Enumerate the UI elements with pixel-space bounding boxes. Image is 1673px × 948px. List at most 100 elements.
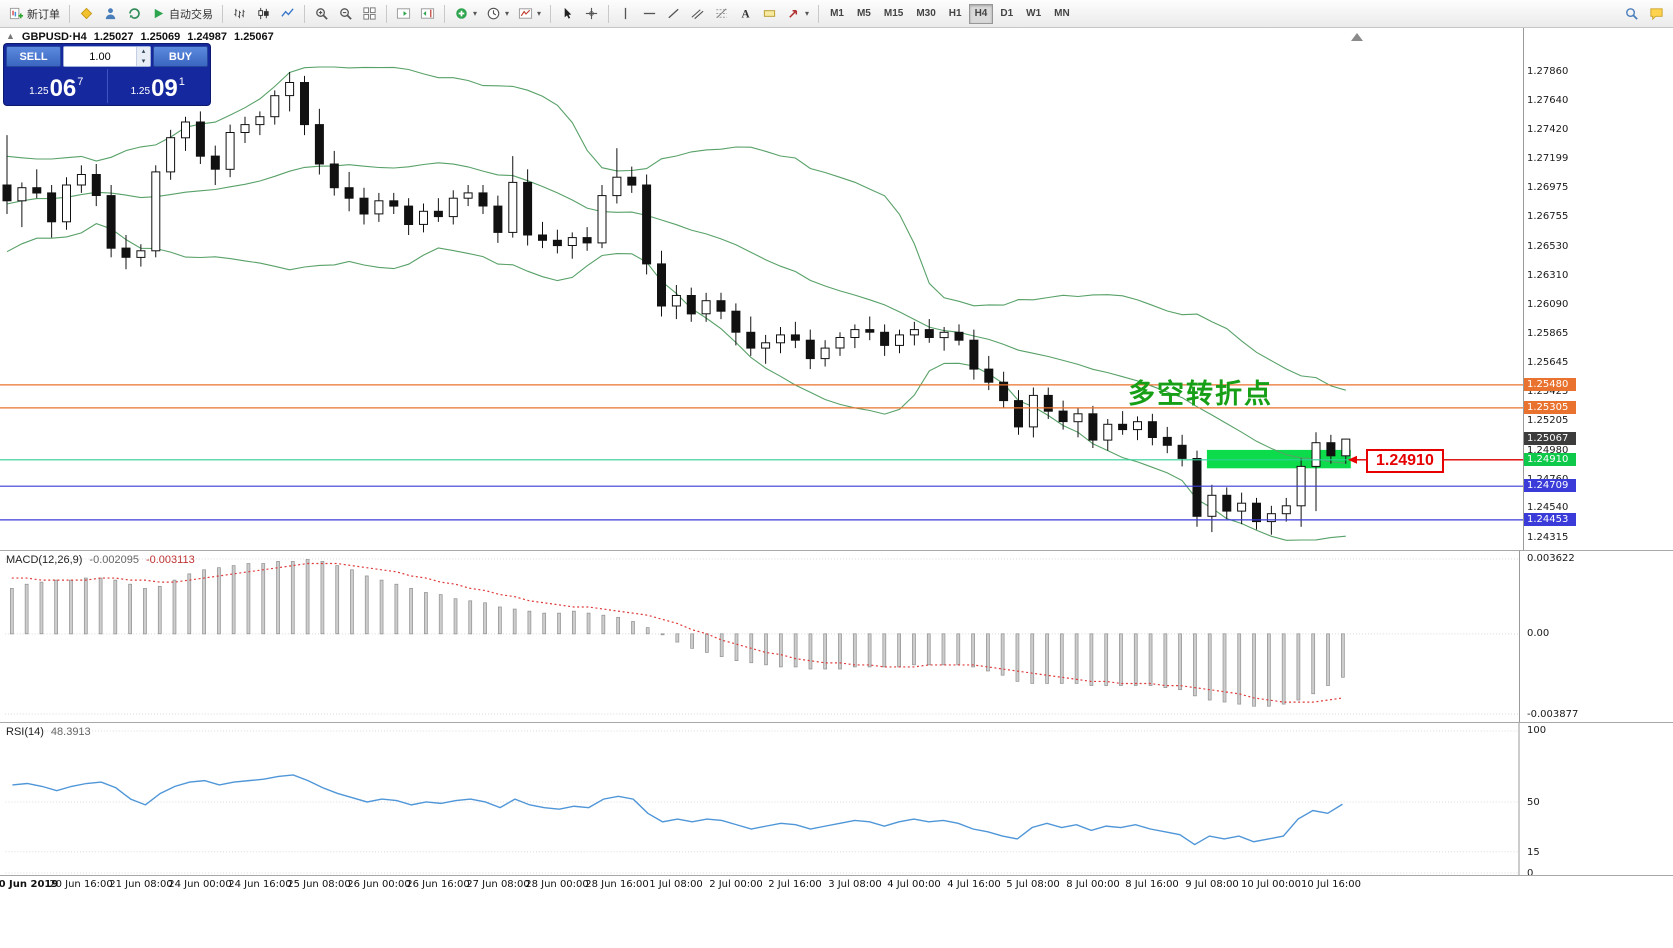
candle-body: [969, 339, 979, 370]
sell-button[interactable]: SELL: [6, 46, 61, 67]
price-chart-window[interactable]: ▲ GBPUSD·H4 1.25027 1.25069 1.24987 1.25…: [0, 28, 1673, 550]
candle-body: [374, 200, 384, 215]
crosshair-icon: [585, 7, 598, 20]
macd-histogram-bar: [350, 569, 354, 635]
timeframe-h4-button[interactable]: H4: [968, 3, 994, 24]
macd-histogram-bar: [512, 608, 517, 635]
tile-windows-button[interactable]: [358, 3, 381, 25]
candle-body: [1192, 458, 1202, 517]
market-profile-button[interactable]: [99, 3, 122, 25]
buy-price-display[interactable]: 1.25 09 1: [108, 69, 209, 103]
horizontal-line-tool-button[interactable]: [638, 3, 661, 25]
candle-body: [567, 237, 577, 247]
macd-chart[interactable]: [0, 551, 1673, 722]
sell-price-integer: 1.25: [29, 86, 49, 97]
new-order-button[interactable]: 新订单: [5, 3, 64, 25]
search-button[interactable]: [1620, 3, 1643, 25]
time-label: 20 Jun 16:00: [49, 879, 113, 890]
sell-price-display[interactable]: 1.25 06 7: [6, 69, 107, 103]
candle-body: [627, 176, 637, 186]
candle-body: [463, 192, 473, 199]
time-label: 21 Jun 08:00: [109, 879, 173, 890]
candle-body: [17, 187, 27, 202]
timeframe-mn-button[interactable]: MN: [1048, 4, 1076, 24]
timeframe-m1-button[interactable]: M1: [824, 4, 850, 24]
time-label: 20 Jun 2019: [0, 879, 59, 890]
text-tool-button[interactable]: A: [734, 3, 757, 25]
candle-body: [32, 187, 42, 194]
chat-button[interactable]: [1645, 3, 1668, 25]
channel-tool-button[interactable]: [686, 3, 709, 25]
autotrading-button[interactable]: 自动交易: [147, 3, 217, 25]
candle-body: [76, 174, 86, 186]
symbol-ohlc-header: ▲ GBPUSD·H4 1.25027 1.25069 1.24987 1.25…: [6, 31, 274, 43]
crosshair-tool-button[interactable]: [580, 3, 603, 25]
macd-histogram-bar: [778, 633, 783, 668]
time-label: 26 Jun 00:00: [347, 879, 411, 890]
collapse-triangle-icon[interactable]: ▲: [6, 31, 15, 41]
rsi-axis-tick: 15: [1527, 847, 1540, 858]
arrows-tool-button[interactable]: ▾: [782, 3, 813, 25]
label-tool-button[interactable]: [758, 3, 781, 25]
timeframe-m5-button[interactable]: M5: [851, 4, 877, 24]
auto-scroll-button[interactable]: [392, 3, 415, 25]
cursor-icon: [564, 7, 572, 19]
macd-indicator-window[interactable]: MACD(12,26,9) -0.002095 -0.003113 0.0036…: [0, 550, 1673, 722]
zoom-out-button[interactable]: [334, 3, 357, 25]
sell-price-pips: 06: [49, 75, 77, 102]
macd-histogram-bar: [1311, 633, 1316, 695]
refresh-button[interactable]: [123, 3, 146, 25]
lot-size-control: ▴ ▾: [63, 46, 151, 67]
candle-chart-icon: [258, 7, 269, 20]
candle-chart-button[interactable]: [252, 3, 275, 25]
lot-size-input[interactable]: [64, 47, 136, 66]
timeframe-m15-button[interactable]: M15: [878, 4, 909, 24]
candle-body: [523, 181, 533, 236]
metaeditor-icon: [80, 7, 93, 20]
lot-increase-button[interactable]: ▴: [141, 48, 146, 55]
macd-histogram-bar: [867, 633, 872, 668]
macd-histogram-bar: [468, 600, 473, 635]
text-icon: A: [741, 8, 750, 20]
periods-button[interactable]: ▾: [482, 3, 513, 25]
candle-body: [1266, 513, 1276, 523]
bar-chart-button[interactable]: [228, 3, 251, 25]
rsi-indicator-window[interactable]: RSI(14) 48.3913 100 50 15 0: [0, 722, 1673, 879]
time-label: 8 Jul 00:00: [1066, 879, 1120, 890]
price-callout-label[interactable]: 1.24910: [1366, 449, 1444, 473]
candlestick-chart[interactable]: [0, 28, 1673, 550]
timeframe-h1-button[interactable]: H1: [943, 4, 968, 24]
line-chart-button[interactable]: [276, 3, 299, 25]
macd-histogram-bar: [1015, 633, 1020, 682]
macd-histogram-bar: [852, 633, 857, 668]
bar-chart-icon: [234, 8, 245, 19]
macd-histogram-bar: [675, 633, 680, 643]
macd-histogram-bar: [98, 577, 103, 635]
time-label: 4 Jul 16:00: [947, 879, 1001, 890]
trendline-tool-button[interactable]: [662, 3, 685, 25]
high-value: 1.25069: [140, 31, 181, 43]
cursor-tool-button[interactable]: [556, 3, 579, 25]
rsi-chart[interactable]: [0, 723, 1673, 875]
candle-body: [419, 210, 428, 225]
vertical-line-tool-button[interactable]: [614, 3, 637, 25]
templates-button[interactable]: ▾: [514, 3, 545, 25]
indicators-icon: [456, 8, 467, 19]
metaeditor-button[interactable]: [75, 3, 98, 25]
indicators-button[interactable]: ▾: [450, 3, 481, 25]
candle-body: [642, 184, 652, 265]
fibonacci-tool-button[interactable]: [710, 3, 733, 25]
lot-decrease-button[interactable]: ▾: [141, 57, 146, 65]
timeframe-w1-button[interactable]: W1: [1020, 4, 1047, 24]
macd-histogram-bar: [217, 567, 221, 635]
arrow-icon: [789, 9, 798, 18]
chart-shift-button[interactable]: [416, 3, 439, 25]
price-badge: 1.24709: [1524, 479, 1576, 492]
candle-body: [344, 187, 354, 199]
timeframe-d1-button[interactable]: D1: [994, 4, 1019, 24]
zoom-in-button[interactable]: [310, 3, 333, 25]
timeframe-m30-button[interactable]: M30: [910, 4, 941, 24]
time-label: 2 Jul 00:00: [709, 879, 763, 890]
buy-button[interactable]: BUY: [153, 46, 208, 67]
